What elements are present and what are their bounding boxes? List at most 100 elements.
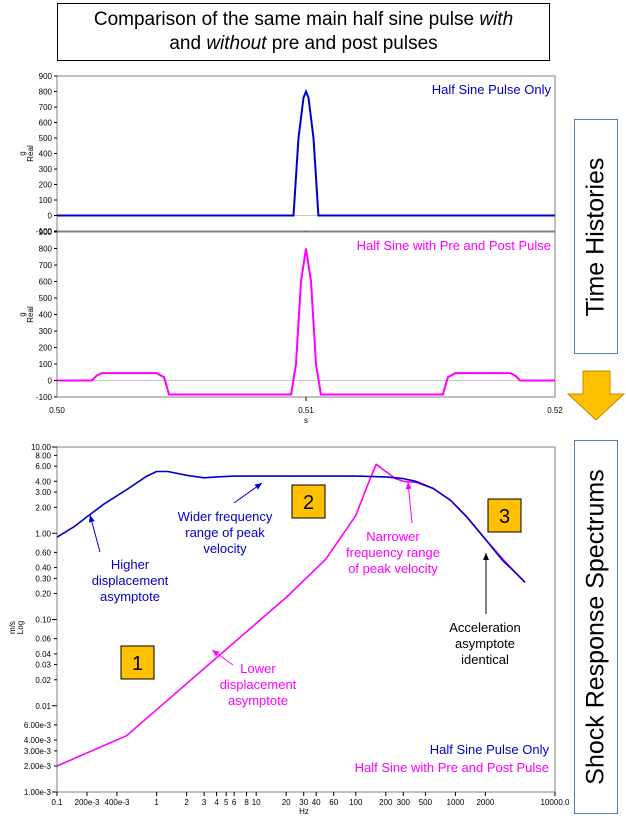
time-history-pulse-only: -100 0 100 200 300 400 500 600 700 800 900 g Real Hal…	[18, 72, 556, 236]
srs-ytick-label: 6.00e-3	[24, 721, 52, 730]
xlabel-pre-post: s	[304, 416, 308, 425]
title-line-2: and without pre and post pulses	[58, 32, 549, 56]
ytick-label-pre-post: 600	[39, 278, 53, 287]
badge-3	[487, 498, 522, 533]
annotation-narrower-line: Narrower	[366, 529, 420, 544]
srs-ytick-label: 0.20	[35, 590, 51, 599]
plot-area-pre-post	[56, 231, 556, 398]
srs-xtick-label: 40	[312, 798, 321, 807]
srs-ylabel-unit: m/s	[8, 621, 17, 634]
srs-series-pulse-only	[56, 470, 526, 583]
down-arrow-icon	[566, 370, 626, 421]
annotation-narrower-line: frequency range	[346, 545, 440, 560]
ylabel-unit-pulse-only: g	[18, 151, 27, 155]
annotation-accel-line: identical	[461, 652, 509, 667]
ytick-label-pre-post: 800	[39, 245, 53, 254]
ytick-label-pulse-only: 100	[39, 196, 53, 205]
ytick-label-pre-post: 0	[48, 377, 53, 386]
srs-xtick-label: 500	[419, 798, 433, 807]
srs-xtick-label: 400e-3	[105, 798, 130, 807]
srs-ytick-label: 4.00	[35, 477, 51, 486]
srs-ytick-label: 10.00	[31, 443, 52, 452]
arrow-narrower-head	[405, 482, 412, 490]
srs-xtick-label: 100	[349, 798, 363, 807]
title-line-2-text-a: and	[169, 33, 207, 54]
srs-xtick-label: 10	[252, 798, 261, 807]
srs-ytick-label: 3.00	[35, 488, 51, 497]
ytick-label-pre-post: 200	[39, 344, 53, 353]
title-with-emphasis: with	[479, 9, 514, 30]
srs-xlabel: Hz	[299, 807, 309, 816]
title-line-2-text-b: pre and post pulses	[266, 33, 438, 54]
srs-xtick-label: 60	[329, 798, 338, 807]
annotation-lower-line: Lower	[240, 661, 276, 676]
srs-ytick-label: 0.02	[35, 676, 51, 685]
series-line-pulse-only	[57, 88, 555, 217]
ytick-label-pulse-only: 900	[39, 72, 53, 81]
srs-label-box: Shock Response Spectrums	[574, 440, 618, 814]
badge-label-2: 2	[303, 492, 314, 514]
panel-title-pulse-only: Half Sine Pulse Only	[432, 82, 552, 97]
time-histories-label-box: Time Histories	[574, 119, 618, 354]
ytick-label-pulse-only: 200	[39, 181, 53, 190]
ytick-label-pulse-only: 0	[48, 212, 53, 221]
srs-xtick-label: 0.1	[51, 798, 63, 807]
ytick-label-pre-post: 700	[39, 261, 53, 270]
srs-chart: 1.00e-3 2.00e-3 3.00e-3 4.00e-3 6.00e-3 0.01 0…	[8, 443, 570, 816]
annotation-wider-line: velocity	[203, 541, 247, 556]
srs-ytick-label: 0.60	[35, 548, 51, 557]
annotation-accel-line: Acceleration	[449, 620, 521, 635]
srs-xtick-label: 5	[224, 798, 229, 807]
srs-xtick-label: 10000.0	[541, 798, 570, 807]
annotation-higher-line: displacement	[92, 573, 169, 588]
srs-legend-pre-post: Half Sine with Pre and Post Pulse	[355, 760, 549, 775]
srs-xtick-label: 2	[184, 798, 189, 807]
srs-ytick-label: 0.03	[35, 661, 51, 670]
ytick-label-pre-post: -100	[36, 393, 53, 402]
srs-ytick-label: 8.00	[35, 451, 51, 460]
srs-ytick-label: 2.00e-3	[24, 762, 52, 771]
ytick-label-pulse-only: 600	[39, 119, 53, 128]
xtick-label-pre-post: 0.52	[547, 406, 563, 415]
ylabel-scale-pre-post: Real	[26, 306, 35, 323]
srs-ytick-label: 1.00	[35, 529, 51, 538]
srs-ytick-label: 0.01	[35, 702, 51, 711]
srs-xtick-label: 2000	[476, 798, 494, 807]
srs-xtick-label: 200	[379, 798, 393, 807]
ytick-label-pre-post: 900	[39, 228, 53, 237]
annotation-narrower-line: of peak velocity	[348, 561, 438, 576]
ytick-label-pulse-only: 700	[39, 103, 53, 112]
badge-2	[291, 484, 326, 519]
time-history-pre-post: -100 0 100 200 300 400 500 600 700 800 900 g Real 0.5…	[18, 228, 563, 425]
arrow-wider-head	[254, 483, 262, 490]
annotation-wider-line: range of peak	[185, 525, 265, 540]
badge-label-1: 1	[132, 653, 143, 675]
srs-ytick-label: 6.00	[35, 462, 51, 471]
srs-xtick-label: 1	[154, 798, 159, 807]
srs-xtick-label: 3	[202, 798, 207, 807]
srs-xtick-label: 4	[214, 798, 219, 807]
srs-ytick-label: 0.10	[35, 616, 51, 625]
srs-ytick-label: 3.00e-3	[24, 747, 52, 756]
srs-ylabel-scale: Log	[16, 621, 25, 634]
srs-ytick-label: 0.06	[35, 635, 51, 644]
annotation-higher-line: asymptote	[100, 589, 160, 604]
annotation-accel-line: asymptote	[455, 636, 515, 651]
ytick-label-pre-post: 300	[39, 327, 53, 336]
xtick-label-pre-post: 0.51	[298, 406, 314, 415]
ytick-label-pre-post: 500	[39, 294, 53, 303]
annotation-higher-line: Higher	[111, 557, 150, 572]
srs-ytick-label: 0.40	[35, 564, 51, 573]
srs-xtick-label: 200e-3	[75, 798, 100, 807]
srs-xtick-label: 8	[244, 798, 249, 807]
annotation-lower-line: asymptote	[228, 693, 288, 708]
ylabel-scale-pulse-only: Real	[26, 145, 35, 162]
xtick-label-pre-post: 0.50	[49, 406, 65, 415]
figure-title: Comparison of the same main half sine pu…	[57, 3, 550, 61]
arrow-accel-head	[483, 553, 489, 560]
srs-xtick-label: 6	[232, 798, 237, 807]
annotation-wider-line: Wider frequency	[178, 509, 273, 524]
srs-xtick-label: 300	[397, 798, 411, 807]
ytick-label-pre-post: 100	[39, 360, 53, 369]
